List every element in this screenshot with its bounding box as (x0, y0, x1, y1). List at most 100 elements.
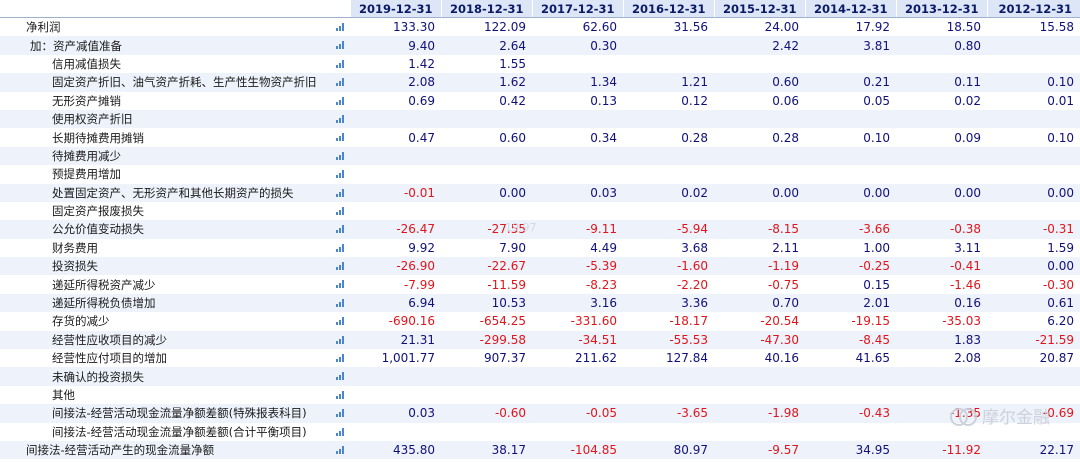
bar-chart-icon[interactable] (336, 427, 344, 436)
column-header[interactable]: 2013-12-31 (895, 0, 987, 18)
value-cell: 1.00 (805, 238, 896, 258)
column-header[interactable]: 2014-12-31 (804, 0, 896, 18)
value-cell: -331.60 (532, 312, 623, 331)
value-cell: 0.10 (987, 73, 1080, 92)
bar-chart-icon[interactable] (336, 170, 344, 179)
value-cell (805, 54, 896, 74)
row-label-cell: 递延所得税负债增加 (0, 293, 350, 313)
bar-chart-icon[interactable] (336, 41, 344, 50)
value-cell: -0.25 (805, 257, 896, 276)
bar-chart-icon[interactable] (336, 298, 344, 307)
value-cell: -0.75 (714, 275, 805, 294)
column-header[interactable]: 2016-12-31 (622, 0, 714, 18)
value-cell: 0.21 (805, 73, 896, 92)
bar-chart-icon[interactable] (336, 262, 344, 271)
value-cell: 2.42 (714, 36, 805, 55)
row-label-cell: 使用权资产折旧 (0, 109, 350, 129)
value-cell: 3.68 (623, 238, 714, 258)
bar-chart-icon[interactable] (336, 409, 344, 418)
column-header[interactable]: 2017-12-31 (531, 0, 623, 18)
watermark-text: 摩尔金融 (982, 408, 1050, 428)
bar-chart-icon[interactable] (336, 372, 344, 381)
value-cell: 0.10 (987, 128, 1080, 147)
value-cell: 24.00 (714, 17, 805, 37)
value-cell (350, 367, 441, 386)
bar-chart-icon[interactable] (336, 133, 344, 142)
value-cell (896, 109, 987, 129)
column-header[interactable]: 2018-12-31 (440, 0, 532, 18)
row-label-cell: 固定资产折旧、油气资产折耗、生产性生物资产折旧 (0, 73, 350, 92)
table-row: 经营性应付项目的增加 1,001.77 907.37 211.62 127.84 40.1… (0, 349, 1080, 368)
row-label-cell: 间接法-经营活动产生的现金流量净额 (0, 440, 350, 460)
value-cell: 3.36 (623, 293, 714, 313)
bar-chart-icon[interactable] (336, 96, 344, 105)
value-cell (805, 367, 896, 386)
value-cell (623, 146, 714, 166)
bar-chart-icon[interactable] (336, 151, 344, 160)
bar-chart-icon[interactable] (336, 206, 344, 215)
row-label-cell: 无形资产摊销 (0, 91, 350, 110)
value-cell (350, 146, 441, 166)
column-header[interactable]: 2012-12-31 (986, 0, 1080, 18)
value-cell (532, 201, 623, 221)
value-cell (714, 422, 805, 441)
value-cell: -8.15 (714, 220, 805, 239)
value-cell: 122.09 (441, 17, 532, 37)
bar-chart-icon[interactable] (336, 59, 344, 68)
table-row: 待摊费用减少 (0, 146, 1080, 166)
bar-chart-icon[interactable] (336, 445, 344, 454)
row-label-cell: 间接法-经营活动现金流量净额差额(合计平衡项目) (0, 422, 350, 441)
value-cell: 0.02 (623, 183, 714, 202)
value-cell (987, 146, 1080, 166)
row-label: 间接法-经营活动现金流量净额差额(合计平衡项目) (52, 424, 307, 439)
value-cell (441, 201, 532, 221)
row-label: 使用权资产折旧 (52, 112, 133, 127)
value-cell (896, 165, 987, 184)
bar-chart-icon[interactable] (336, 225, 344, 234)
bar-chart-icon[interactable] (336, 317, 344, 326)
value-cell: -20.54 (714, 312, 805, 331)
column-header[interactable]: 2015-12-31 (713, 0, 805, 18)
bar-chart-icon[interactable] (336, 243, 344, 252)
value-cell (441, 165, 532, 184)
value-cell: 0.61 (987, 293, 1080, 313)
row-label-cell: 长期待摊费用摊销 (0, 128, 350, 147)
value-cell: -0.01 (350, 183, 441, 202)
value-cell: 3.16 (532, 293, 623, 313)
value-cell: -690.16 (350, 312, 441, 331)
value-cell (350, 422, 441, 441)
value-cell: -0.30 (987, 275, 1080, 294)
value-cell: 0.00 (441, 183, 532, 202)
value-cell: -654.25 (441, 312, 532, 331)
value-cell: -22.67 (441, 257, 532, 276)
value-cell: -55.53 (623, 330, 714, 350)
value-cell: 435.80 (350, 440, 441, 460)
value-cell: 1.83 (896, 330, 987, 350)
value-cell: -35.03 (896, 312, 987, 331)
table-row: 净利润 133.30 122.09 62.60 31.56 24.00 17.92 18.50… (0, 17, 1080, 37)
bar-chart-icon[interactable] (336, 335, 344, 344)
value-cell: -0.41 (896, 257, 987, 276)
bar-chart-icon[interactable] (336, 78, 344, 87)
bar-chart-icon[interactable] (336, 390, 344, 399)
table-row: 固定资产折旧、油气资产折耗、生产性生物资产折旧 2.08 1.62 1.34 1.21 0… (0, 73, 1080, 92)
bar-chart-icon[interactable] (336, 114, 344, 123)
row-label-cell: 信用减值损失 (0, 54, 350, 74)
value-cell: 0.34 (532, 128, 623, 147)
value-cell: 0.13 (532, 91, 623, 110)
table-row: 信用减值损失 1.42 1.55 (0, 54, 1080, 74)
value-cell (350, 165, 441, 184)
row-label: 待摊费用减少 (52, 148, 121, 163)
column-header[interactable]: 2019-12-31 (349, 0, 441, 18)
value-cell: -1.60 (623, 257, 714, 276)
value-cell: 0.28 (714, 128, 805, 147)
row-label: 存货的减少 (52, 314, 110, 329)
value-cell (987, 54, 1080, 74)
bar-chart-icon[interactable] (336, 354, 344, 363)
value-cell (987, 422, 1080, 441)
value-cell: 38.17 (441, 440, 532, 460)
bar-chart-icon[interactable] (336, 280, 344, 289)
value-cell: -3.65 (623, 404, 714, 423)
bar-chart-icon[interactable] (336, 23, 344, 31)
bar-chart-icon[interactable] (336, 188, 344, 197)
